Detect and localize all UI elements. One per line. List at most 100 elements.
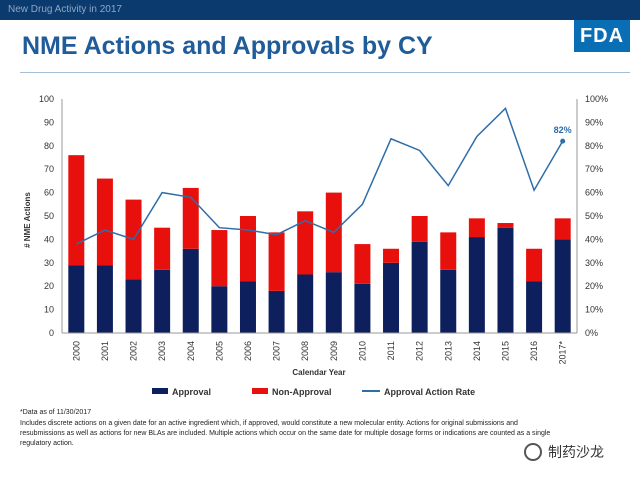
y2-tick-label: 90% bbox=[585, 117, 603, 127]
bar-non-approval bbox=[554, 218, 571, 240]
bar-approval bbox=[325, 272, 342, 333]
watermark: 制药沙龙 bbox=[524, 442, 604, 462]
x-tick-label: 2007 bbox=[272, 341, 282, 361]
bar-non-approval bbox=[526, 248, 543, 282]
x-tick-label: 2002 bbox=[129, 341, 139, 361]
x-tick-label: 2003 bbox=[157, 341, 167, 361]
y-axis-title: # NME Actions bbox=[23, 192, 32, 248]
footnote-date: *Data as of 11/30/2017 bbox=[20, 409, 92, 416]
bar-approval bbox=[96, 265, 113, 333]
y2-axis: 0% 10% 20% 30% 40% 50% 60% 70% 80% 90% 100% bbox=[576, 94, 608, 338]
x-axis: 2000 2001 2002 2003 2004 2005 2006 2007 2008 2009… bbox=[62, 332, 577, 365]
bar-approval bbox=[497, 227, 514, 333]
x-tick-label: 2014 bbox=[472, 341, 482, 361]
bar-non-approval bbox=[497, 223, 514, 228]
y-tick-label: 30 bbox=[44, 258, 54, 268]
bar-approval bbox=[211, 286, 228, 333]
y2-tick-label: 60% bbox=[585, 188, 603, 198]
y-tick-label: 20 bbox=[44, 281, 54, 291]
x-axis-title: Calendar Year bbox=[292, 368, 345, 377]
header-text: New Drug Activity in 2017 bbox=[8, 4, 122, 15]
bar-non-approval bbox=[297, 211, 314, 275]
bar-non-approval bbox=[239, 216, 256, 282]
legend: Approval Non-Approval Approval Action Ra… bbox=[152, 387, 475, 397]
y-tick-label: 100 bbox=[39, 94, 54, 104]
bar-non-approval bbox=[96, 178, 113, 266]
bar-non-approval bbox=[182, 187, 199, 249]
title-divider bbox=[20, 72, 630, 73]
bar-non-approval bbox=[68, 155, 85, 266]
bar-approval bbox=[125, 279, 142, 333]
x-tick-label: 2012 bbox=[415, 341, 425, 361]
header-strip: New Drug Activity in 2017 bbox=[0, 0, 640, 20]
bar-non-approval bbox=[354, 244, 371, 284]
bar-non-approval bbox=[411, 216, 428, 242]
y2-tick-label: 70% bbox=[585, 164, 603, 174]
bar-non-approval bbox=[154, 227, 171, 270]
x-tick-label: 2010 bbox=[357, 341, 367, 361]
y2-tick-label: 50% bbox=[585, 211, 603, 221]
bar-non-approval bbox=[440, 232, 457, 270]
x-tick-label: 2013 bbox=[443, 341, 453, 361]
x-tick-label: 2009 bbox=[329, 341, 339, 361]
bar-approval bbox=[411, 241, 428, 333]
x-tick-label: 2004 bbox=[186, 341, 196, 361]
x-tick-label: 2006 bbox=[243, 341, 253, 361]
bar-approval bbox=[268, 290, 285, 333]
bar-non-approval bbox=[383, 248, 400, 263]
x-tick-label: 2005 bbox=[214, 341, 224, 361]
y2-tick-label: 100% bbox=[585, 94, 608, 104]
footnote-description: Includes discrete actions on a given dat… bbox=[20, 420, 551, 447]
rate-line-path bbox=[75, 106, 564, 245]
fda-logo: FDA bbox=[574, 20, 630, 52]
y-tick-label: 70 bbox=[44, 164, 54, 174]
y-tick-label: 80 bbox=[44, 141, 54, 151]
bar-non-approval bbox=[211, 230, 228, 287]
bars bbox=[68, 155, 571, 333]
wechat-icon bbox=[524, 443, 542, 461]
page-title: NME Actions and Approvals by CY bbox=[22, 32, 433, 60]
y2-tick-label: 40% bbox=[585, 234, 603, 244]
legend-label-non-approval: Non-Approval bbox=[272, 387, 332, 397]
y-axis: 0 10 20 30 40 50 60 70 80 90 100 bbox=[39, 94, 63, 338]
bar-approval bbox=[440, 269, 457, 333]
bar-approval bbox=[239, 281, 256, 333]
y-tick-label: 60 bbox=[44, 188, 54, 198]
bar-approval bbox=[383, 262, 400, 333]
x-tick-label: 2016 bbox=[529, 341, 539, 361]
x-tick-label: 2011 bbox=[386, 341, 396, 360]
rate-annotation: 82% bbox=[554, 125, 572, 135]
x-tick-label: 2017* bbox=[558, 341, 568, 365]
legend-swatch-non-approval bbox=[252, 388, 268, 394]
y2-tick-label: 10% bbox=[585, 305, 603, 315]
rate-point-last bbox=[560, 138, 566, 144]
legend-label-approval: Approval bbox=[172, 387, 211, 397]
bar-approval bbox=[468, 237, 485, 333]
y2-tick-label: 20% bbox=[585, 281, 603, 291]
bar-approval bbox=[554, 239, 571, 333]
rate-line bbox=[75, 106, 566, 245]
bar-approval bbox=[182, 248, 199, 333]
y-tick-label: 0 bbox=[49, 328, 54, 338]
y-tick-label: 10 bbox=[44, 305, 54, 315]
bar-approval bbox=[154, 269, 171, 333]
x-tick-label: 2015 bbox=[500, 341, 510, 361]
legend-label-rate: Approval Action Rate bbox=[384, 387, 475, 397]
bar-approval bbox=[526, 281, 543, 333]
bar-approval bbox=[354, 283, 371, 333]
y2-tick-label: 30% bbox=[585, 258, 603, 268]
x-tick-label: 2000 bbox=[71, 341, 81, 361]
legend-swatch-approval bbox=[152, 388, 168, 394]
chart: 0 10 20 30 40 50 60 70 80 90 100 0% 10% 20% 30% 40% 50%… bbox=[23, 94, 608, 397]
watermark-text: 制药沙龙 bbox=[548, 445, 604, 461]
y2-tick-label: 80% bbox=[585, 141, 603, 151]
bar-non-approval bbox=[268, 232, 285, 291]
y-tick-label: 40 bbox=[44, 234, 54, 244]
bar-non-approval bbox=[468, 218, 485, 238]
x-tick-label: 2001 bbox=[100, 341, 110, 361]
y-tick-label: 90 bbox=[44, 117, 54, 127]
y2-tick-label: 0% bbox=[585, 328, 598, 338]
x-tick-label: 2008 bbox=[300, 341, 310, 361]
bar-approval bbox=[68, 265, 85, 333]
